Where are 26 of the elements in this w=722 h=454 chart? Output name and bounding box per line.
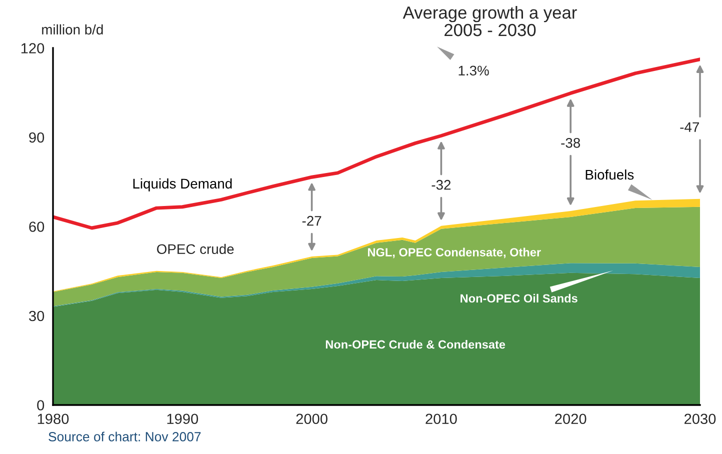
x-tick-label: 1990: [167, 414, 198, 424]
series-label: Non-OPEC Crude & Condensate: [326, 340, 506, 349]
y-axis-title: million b/d: [42, 24, 103, 35]
source-note: Source of chart: Nov 2007: [48, 432, 201, 442]
annotation: OPEC crude: [157, 244, 234, 254]
x-tick-label: 2000: [296, 414, 328, 424]
annotation: -32: [432, 180, 451, 190]
y-tick-label: 0: [37, 400, 44, 410]
series-label: Non-OPEC Oil Sands: [460, 294, 578, 303]
series-label: Biofuels: [586, 169, 634, 180]
series-label: NGL, OPEC Condensate, Other: [368, 248, 541, 258]
series-label: Liquids Demand: [133, 178, 232, 192]
line-series: [53, 58, 700, 230]
annotation: -47: [680, 122, 699, 132]
x-tick-label: 2020: [555, 414, 586, 424]
annotation: 1.3%: [458, 66, 489, 76]
chart-title: Average growth a year 2005 - 2030: [402, 6, 577, 36]
annotation: -38: [561, 138, 580, 148]
y-tick-label: 60: [29, 222, 44, 232]
x-tick-label: 2010: [426, 414, 457, 424]
x-tick-label: 1980: [38, 414, 69, 424]
x-tick-label: 2030: [684, 414, 716, 424]
annotation: -27: [302, 216, 322, 226]
y-tick-label: 30: [29, 310, 44, 322]
y-tick-label: 120: [21, 43, 44, 54]
y-tick-label: 90: [29, 132, 44, 143]
